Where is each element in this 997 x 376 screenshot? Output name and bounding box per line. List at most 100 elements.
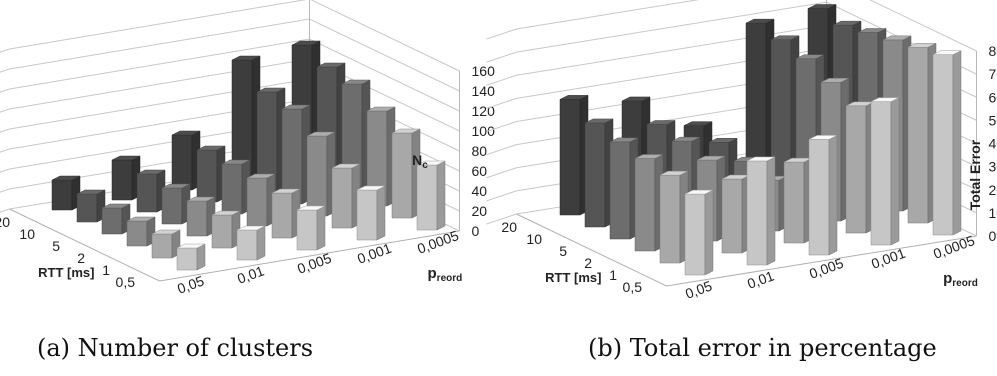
bar: [161, 183, 191, 225]
bar-top: [870, 97, 900, 102]
bar: [246, 173, 276, 227]
p-reord-tick-label: 0,005: [807, 255, 846, 282]
bar-front: [870, 101, 892, 246]
chart-number-of-clusters: 0 20 40 60 80 100 120 140 160 20 10 5 2 1 0,5 0,05 0,01 0…: [0, 0, 495, 362]
bar-front: [111, 159, 133, 201]
bar-top: [621, 96, 651, 102]
bar-top: [246, 173, 276, 179]
bar-top: [196, 145, 226, 151]
bar-top: [76, 189, 106, 195]
bar-front: [559, 99, 581, 216]
bar: [136, 169, 166, 213]
bar: [721, 174, 751, 254]
bar-front: [808, 139, 830, 256]
z-tick-label: 120: [472, 103, 496, 119]
bar: [221, 159, 251, 215]
bar-front: [246, 177, 268, 227]
bar-top: [341, 79, 371, 85]
rtt-tick-label: 20: [0, 214, 10, 230]
z-tick-label: 50%: [989, 112, 997, 128]
gridline: [0, 38, 460, 112]
bar-front: [783, 161, 805, 244]
bar-top: [808, 135, 838, 140]
bar-front: [584, 122, 606, 228]
bar-top: [296, 205, 326, 211]
bar: [684, 189, 714, 276]
bar-top: [745, 18, 775, 24]
bar-side: [828, 134, 838, 256]
bar-top: [795, 54, 825, 59]
bar: [236, 225, 266, 261]
bar: [808, 134, 838, 256]
bar: [171, 130, 201, 191]
bar-top: [696, 155, 726, 161]
floor-edge: [9, 208, 460, 282]
z-tick-label: 20%: [989, 182, 997, 198]
rtt-tick-label: 2: [584, 255, 592, 271]
bar-top: [126, 216, 156, 222]
bar: [356, 185, 386, 241]
bar-top: [356, 185, 386, 191]
bar-front: [186, 200, 208, 237]
bar: [659, 170, 689, 264]
chart-a-bars: [51, 40, 446, 271]
bar-top: [559, 95, 589, 100]
z-tick-label: 0: [472, 223, 480, 239]
bar: [634, 154, 664, 252]
bar-side: [316, 205, 326, 251]
bar: [296, 205, 326, 251]
p-reord-tick-label: 0,001: [869, 245, 908, 272]
rtt-axis-label: RTT [ms]: [38, 265, 94, 280]
bar-front: [51, 179, 73, 211]
z-axis-label: Nc: [412, 152, 428, 171]
bar-top: [316, 62, 346, 68]
p-reord-tick-label: 0,001: [355, 240, 394, 267]
bar-top: [186, 196, 216, 202]
floor-edge: [516, 213, 977, 287]
bar-side: [376, 185, 386, 241]
z-tick-label: 0%: [989, 228, 997, 244]
bar-front: [391, 132, 413, 219]
rtt-tick-label: 1: [102, 262, 110, 278]
bar-top: [221, 159, 251, 165]
bar-top: [161, 183, 191, 189]
z-tick-label: 160: [472, 63, 496, 79]
z-tick-label: 20: [472, 203, 488, 219]
bar: [783, 157, 813, 244]
bar: [151, 229, 181, 259]
rtt-tick-label: 0,5: [623, 279, 643, 295]
bar-top: [684, 189, 714, 195]
bar-top: [291, 40, 321, 46]
bar-side: [890, 97, 900, 246]
bar-top: [857, 28, 887, 33]
gridline: [486, 0, 977, 52]
z-tick-label: 70%: [989, 66, 997, 82]
bar-top: [236, 225, 266, 231]
rtt-tick-label: 0,5: [116, 274, 136, 290]
z-tick-label: 80: [472, 143, 488, 159]
bar: [559, 94, 589, 216]
rtt-tick-label: 10: [526, 231, 542, 247]
bar-top: [416, 160, 446, 166]
bar-top: [807, 4, 837, 9]
bar: [907, 42, 937, 224]
bar-front: [171, 134, 193, 191]
bar: [416, 160, 446, 231]
bar-front: [907, 47, 929, 224]
bar-front: [211, 214, 233, 249]
bar-top: [271, 188, 301, 194]
bar-top: [646, 120, 676, 125]
bar-top: [659, 170, 689, 176]
bar: [845, 101, 875, 234]
bar-front: [76, 193, 98, 223]
bar-top: [609, 137, 639, 143]
bar-front: [659, 174, 681, 264]
p-reord-axis-label: preord: [428, 265, 463, 284]
bar-front: [416, 164, 438, 231]
bar-top: [932, 50, 962, 55]
bar: [932, 50, 962, 236]
p-reord-tick-label: 0,05: [175, 272, 206, 296]
bar: [870, 97, 900, 246]
bar: [101, 203, 131, 235]
